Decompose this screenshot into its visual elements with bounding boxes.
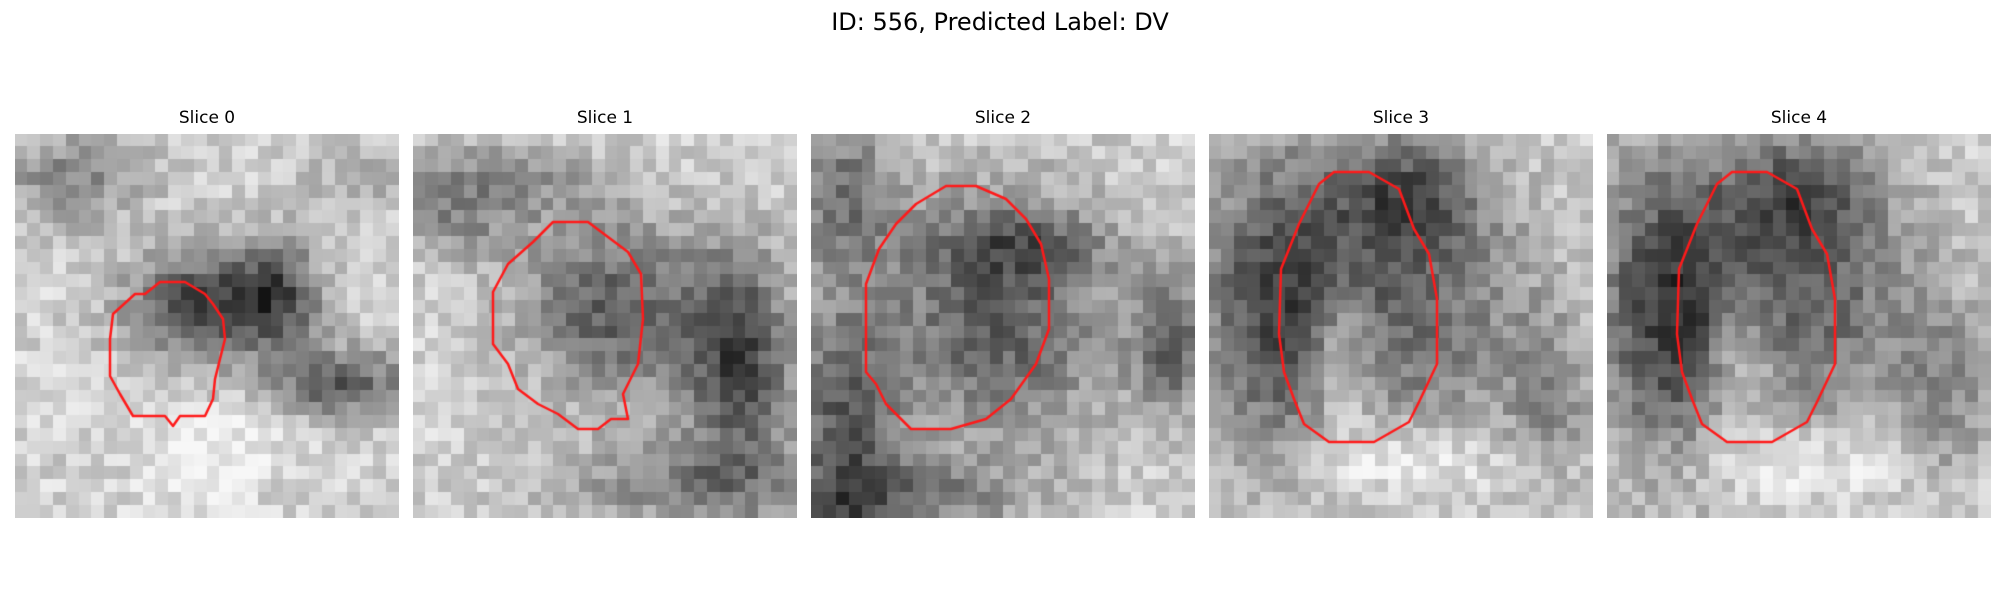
slice-title: Slice 1 bbox=[576, 108, 634, 128]
figure-title: ID: 556, Predicted Label: DV bbox=[831, 8, 1169, 36]
slice-title: Slice 2 bbox=[974, 108, 1032, 128]
slice-title: Slice 4 bbox=[1770, 108, 1828, 128]
slice-image bbox=[413, 134, 797, 518]
slice-title: Slice 0 bbox=[178, 108, 236, 128]
slice-image bbox=[811, 134, 1195, 518]
slice-image bbox=[1607, 134, 1991, 518]
slice-title: Slice 3 bbox=[1372, 108, 1430, 128]
slice-image bbox=[1209, 134, 1593, 518]
slice-image bbox=[15, 134, 399, 518]
